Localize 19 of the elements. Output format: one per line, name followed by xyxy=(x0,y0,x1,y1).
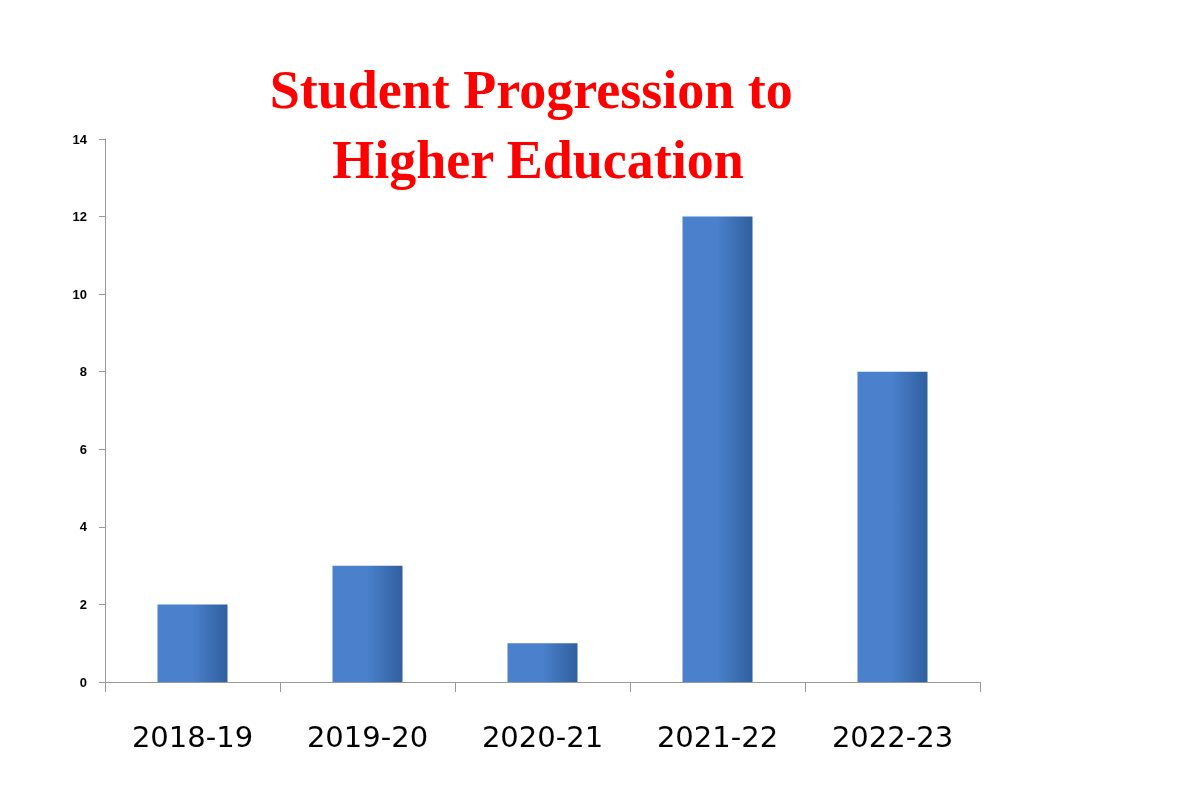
chart-title: Student Progression to Higher Education xyxy=(269,60,807,190)
y-tick-label: 14 xyxy=(72,131,88,147)
y-tick-label: 0 xyxy=(79,674,87,690)
y-tick-label: 4 xyxy=(79,519,88,535)
bar xyxy=(332,565,403,682)
bar xyxy=(157,604,228,682)
y-tick-label: 10 xyxy=(72,286,87,302)
x-tick-label: 2021-22 xyxy=(656,719,779,754)
y-tick-label: 12 xyxy=(72,209,87,225)
bar xyxy=(857,371,928,682)
y-tick-label: 8 xyxy=(79,364,87,380)
bar xyxy=(682,216,753,682)
x-tick-label: 2018-19 xyxy=(131,719,254,754)
x-tick-label: 2019-20 xyxy=(306,719,429,754)
y-tick-label: 6 xyxy=(79,441,87,457)
y-tick-label: 2 xyxy=(79,596,87,612)
x-tick-label: 2022-23 xyxy=(831,719,954,754)
bar xyxy=(507,643,578,682)
x-tick-label: 2020-21 xyxy=(481,719,604,754)
